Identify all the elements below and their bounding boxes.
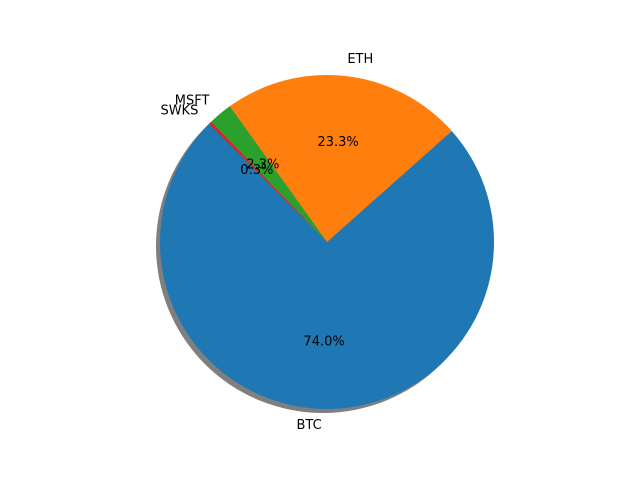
pie-slice-msft (211, 106, 327, 242)
pie-percent-msft: 2.3% (246, 157, 279, 172)
pie-percent-swks: 0.3% (240, 163, 273, 178)
pie-label-swks: SWKS (160, 103, 198, 118)
pie-percent-labels: 74.0% 23.3% 2.3%0.3% (240, 135, 358, 350)
pie-percent-eth: 23.3% (317, 135, 358, 150)
pie-slices (159, 75, 494, 409)
pie-label-eth: ETH (347, 52, 373, 67)
pie-label-msft: MSFT (175, 93, 210, 108)
pie-slice-btc (159, 123, 494, 409)
pie-label-btc: BTC (296, 418, 321, 433)
pie-slice-eth (229, 75, 452, 242)
pie-slice-swks (208, 121, 327, 242)
pie-percent-btc: 74.0% (303, 335, 344, 350)
